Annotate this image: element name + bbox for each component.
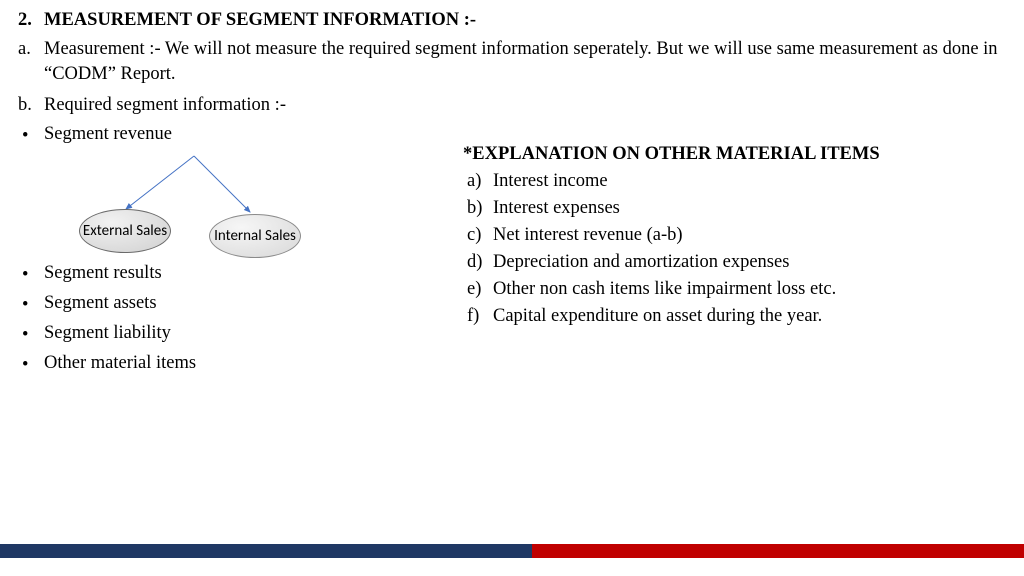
right-column: *EXPLANATION ON OTHER MATERIAL ITEMS a) … bbox=[463, 124, 1006, 383]
explanation-item-a: a) Interest income bbox=[463, 171, 1006, 192]
bullet-text: Segment revenue bbox=[44, 124, 172, 145]
explanation-item-e: e) Other non cash items like impairment … bbox=[463, 279, 1006, 300]
internal-sales-label: Internal Sales bbox=[214, 228, 296, 245]
explanation-item-c: c) Net interest revenue (a-b) bbox=[463, 225, 1006, 246]
bullet-segment-assets: • Segment assets bbox=[18, 293, 463, 317]
sub-a-label: a. bbox=[18, 37, 44, 87]
sub-a-text: Measurement :- We will not measure the r… bbox=[44, 37, 1006, 87]
item-letter: a) bbox=[463, 171, 493, 192]
heading-text: MEASUREMENT OF SEGMENT INFORMATION :- bbox=[44, 10, 476, 31]
bullet-text: Other material items bbox=[44, 353, 196, 374]
sub-b-label: b. bbox=[18, 93, 44, 118]
sales-diagram: External Sales Internal Sales bbox=[44, 154, 463, 259]
footer-bar-left bbox=[0, 544, 532, 558]
item-text: Capital expenditure on asset during the … bbox=[493, 306, 822, 327]
bullet-dot: • bbox=[18, 124, 44, 148]
item-letter: d) bbox=[463, 252, 493, 273]
bullet-segment-results: • Segment results bbox=[18, 263, 463, 287]
item-text: Other non cash items like impairment los… bbox=[493, 279, 836, 300]
footer-bars bbox=[0, 544, 1024, 558]
left-column: • Segment revenue External Sales bbox=[18, 124, 463, 383]
bullet-other-material: • Other material items bbox=[18, 353, 463, 377]
bullet-segment-liability: • Segment liability bbox=[18, 323, 463, 347]
arrow-to-external bbox=[126, 156, 194, 209]
footer-bar-right bbox=[532, 544, 1024, 558]
bullet-text: Segment assets bbox=[44, 293, 157, 314]
explanation-item-d: d) Depreciation and amortization expense… bbox=[463, 252, 1006, 273]
bullet-segment-revenue: • Segment revenue bbox=[18, 124, 463, 148]
heading-number: 2. bbox=[18, 10, 44, 31]
item-text: Depreciation and amortization expenses bbox=[493, 252, 789, 273]
item-letter: b) bbox=[463, 198, 493, 219]
bullet-dot: • bbox=[18, 263, 44, 287]
arrow-to-internal bbox=[194, 156, 250, 212]
bullet-text: Segment liability bbox=[44, 323, 171, 344]
diagram-arrows bbox=[44, 154, 344, 264]
item-text: Interest expenses bbox=[493, 198, 620, 219]
heading-star: * bbox=[463, 144, 472, 164]
bullet-dot: • bbox=[18, 353, 44, 377]
section-heading: 2. MEASUREMENT OF SEGMENT INFORMATION :- bbox=[18, 10, 1006, 31]
sub-b-text: Required segment information :- bbox=[44, 93, 1006, 118]
sub-item-a: a. Measurement :- We will not measure th… bbox=[18, 37, 1006, 87]
item-text: Interest income bbox=[493, 171, 608, 192]
bullet-dot: • bbox=[18, 293, 44, 317]
internal-sales-node: Internal Sales bbox=[209, 214, 301, 258]
item-letter: f) bbox=[463, 306, 493, 327]
explanation-item-b: b) Interest expenses bbox=[463, 198, 1006, 219]
explanation-item-f: f) Capital expenditure on asset during t… bbox=[463, 306, 1006, 327]
sub-item-b: b. Required segment information :- bbox=[18, 93, 1006, 118]
external-sales-label: External Sales bbox=[83, 223, 167, 240]
item-text: Net interest revenue (a-b) bbox=[493, 225, 683, 246]
bullet-text: Segment results bbox=[44, 263, 162, 284]
item-letter: e) bbox=[463, 279, 493, 300]
item-letter: c) bbox=[463, 225, 493, 246]
explanation-heading: *EXPLANATION ON OTHER MATERIAL ITEMS bbox=[463, 144, 1006, 165]
heading-text-right: EXPLANATION ON OTHER MATERIAL ITEMS bbox=[472, 144, 879, 164]
external-sales-node: External Sales bbox=[79, 209, 171, 253]
bullet-dot: • bbox=[18, 323, 44, 347]
